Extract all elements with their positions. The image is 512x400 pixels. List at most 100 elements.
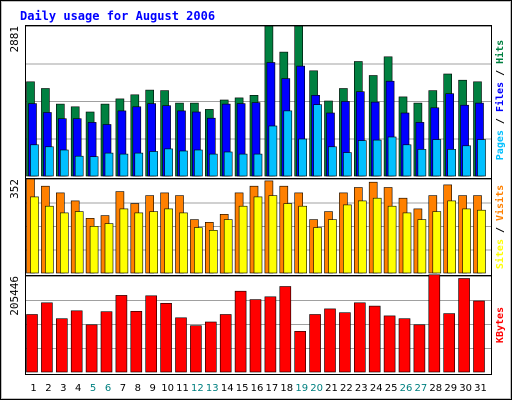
hits-files-pages-bar-pages-day-4 (74, 155, 84, 177)
hits-files-pages-bar-pages-day-14 (223, 151, 233, 177)
kbytes-bar-kbytes-day-21 (324, 308, 336, 373)
kbytes-bar-kbytes-day-27 (413, 324, 426, 373)
hits-files-pages-legend-files: Files (494, 82, 506, 112)
hits-files-pages-legend-separator: / (495, 64, 506, 82)
hits-files-pages-bar-pages-day-22 (343, 152, 352, 177)
kbytes-bar-kbytes-day-5 (85, 324, 98, 373)
visits-sites-bar-sites-day-30 (462, 208, 471, 274)
visits-sites-bar-sites-day-14 (223, 219, 233, 274)
kbytes-bar-kbytes-day-18 (279, 286, 292, 373)
visits-sites-legend-separator: / (495, 221, 506, 239)
hits-files-pages-bar-pages-day-8 (134, 152, 144, 177)
bar-marks (26, 25, 486, 373)
visits-sites-bar-sites-day-28 (432, 211, 442, 274)
legends: Pages / Files / Hits Sites / Visits KBytes (494, 40, 506, 343)
chart-title: Daily usage for August 2006 (20, 9, 215, 23)
visits-sites-bar-sites-day-15 (238, 205, 248, 274)
visits-sites-bar-sites-day-9 (149, 211, 158, 274)
kbytes-bar-kbytes-day-31 (473, 300, 485, 373)
kbytes-legend: KBytes (495, 307, 506, 343)
hits-files-pages-bar-pages-day-7 (119, 153, 129, 177)
x-tick-day-1: 1 (30, 383, 36, 394)
hits-files-pages-ymax-label: 2881 (8, 26, 21, 53)
hits-files-pages-bar-pages-day-2 (45, 146, 54, 177)
visits-sites-bar-sites-day-21 (328, 219, 337, 274)
visits-sites-bar-sites-day-22 (343, 204, 352, 274)
visits-sites-bar-sites-day-4 (74, 211, 84, 274)
visits-sites-legend: Sites / Visits (494, 185, 506, 269)
kbytes-bar-kbytes-day-9 (145, 295, 157, 373)
hits-files-pages-bar-pages-day-24 (372, 139, 382, 177)
visits-sites-bar-sites-day-20 (313, 227, 322, 274)
x-tick-day-23: 23 (355, 383, 368, 394)
kbytes-bar-kbytes-day-16 (249, 299, 262, 373)
hits-files-pages-legend: Pages / Files / Hits (494, 40, 506, 160)
visits-sites-bar-sites-day-8 (134, 212, 144, 274)
x-tick-day-6: 6 (105, 383, 111, 394)
x-tick-day-18: 18 (280, 383, 293, 394)
hits-files-pages-bar-pages-day-23 (357, 140, 367, 177)
visits-sites-bar-sites-day-25 (387, 205, 397, 274)
kbytes-bar-kbytes-day-22 (339, 312, 351, 373)
kbytes-legend-kbytes: KBytes (495, 307, 506, 343)
visits-sites-bar-sites-day-18 (283, 203, 293, 274)
kbytes-bar-kbytes-day-26 (398, 318, 411, 373)
visits-sites-bar-sites-day-24 (372, 197, 382, 274)
kbytes-bar-kbytes-day-14 (219, 314, 232, 373)
kbytes-bar-kbytes-day-8 (130, 310, 143, 373)
kbytes-bar-kbytes-day-12 (190, 325, 202, 373)
visits-sites-bar-sites-day-17 (268, 195, 278, 274)
x-tick-day-26: 26 (400, 383, 413, 394)
hits-files-pages-bar-pages-day-31 (477, 139, 486, 177)
visits-sites-bar-sites-day-29 (447, 200, 457, 274)
hits-files-pages-legend-pages: Pages (495, 130, 506, 160)
visits-sites-bar-sites-day-13 (209, 230, 218, 274)
x-tick-day-4: 4 (75, 383, 81, 394)
visits-sites-legend-sites: Sites (494, 239, 506, 269)
hits-files-pages-bar-pages-day-1 (30, 144, 39, 177)
hits-files-pages-bar-pages-day-9 (149, 151, 158, 177)
kbytes-bar-kbytes-day-17 (264, 296, 277, 373)
x-tick-day-20: 20 (310, 383, 323, 394)
visits-sites-bar-sites-day-31 (477, 209, 486, 274)
x-tick-day-9: 9 (150, 383, 156, 394)
hits-files-pages-bar-pages-day-21 (328, 146, 337, 177)
visits-sites-bar-sites-day-3 (59, 212, 69, 274)
kbytes-bar-kbytes-day-2 (41, 302, 53, 373)
visits-sites-bar-sites-day-11 (179, 212, 188, 274)
x-tick-day-2: 2 (45, 383, 51, 394)
kbytes-bar-kbytes-day-10 (160, 302, 172, 373)
kbytes-bar-kbytes-day-13 (205, 321, 217, 373)
kbytes-bar-kbytes-day-28 (428, 274, 441, 373)
visits-sites-bar-sites-day-19 (298, 205, 308, 274)
kbytes-bar-kbytes-day-24 (368, 305, 381, 373)
x-tick-day-11: 11 (176, 383, 189, 394)
x-axis-day-labels: 1 2 3 4 5 6 7 8 9 10 11 12 13 14 15 16 17 18 19 20 21 22 23 24 2… (30, 383, 487, 394)
x-tick-day-22: 22 (340, 383, 353, 394)
visits-sites-bar-sites-day-16 (253, 196, 263, 274)
x-tick-day-12: 12 (191, 383, 204, 394)
x-tick-day-7: 7 (120, 383, 126, 394)
visits-sites-ymax-label: 352 (8, 179, 21, 199)
hits-files-pages-bar-pages-day-6 (104, 152, 114, 177)
visits-sites-bar-sites-day-10 (164, 208, 173, 274)
hits-files-pages-bar-pages-day-10 (164, 148, 173, 177)
hits-files-pages-bar-pages-day-28 (432, 139, 442, 177)
hits-files-pages-bar-pages-day-16 (253, 153, 263, 177)
hits-files-pages-bar-pages-day-20 (313, 104, 322, 177)
x-tick-day-24: 24 (370, 383, 383, 394)
x-tick-day-10: 10 (161, 383, 174, 394)
visits-sites-bar-sites-day-27 (417, 219, 427, 274)
hits-files-pages-bar-pages-day-18 (283, 110, 293, 177)
hits-files-pages-bar-pages-day-11 (179, 150, 188, 177)
x-tick-day-15: 15 (236, 383, 249, 394)
kbytes-bar-kbytes-day-20 (309, 314, 321, 373)
x-tick-day-31: 31 (474, 383, 487, 394)
hits-files-pages-bar-pages-day-3 (59, 149, 69, 177)
x-tick-day-3: 3 (60, 383, 66, 394)
x-tick-day-29: 29 (444, 383, 457, 394)
x-tick-day-8: 8 (135, 383, 141, 394)
